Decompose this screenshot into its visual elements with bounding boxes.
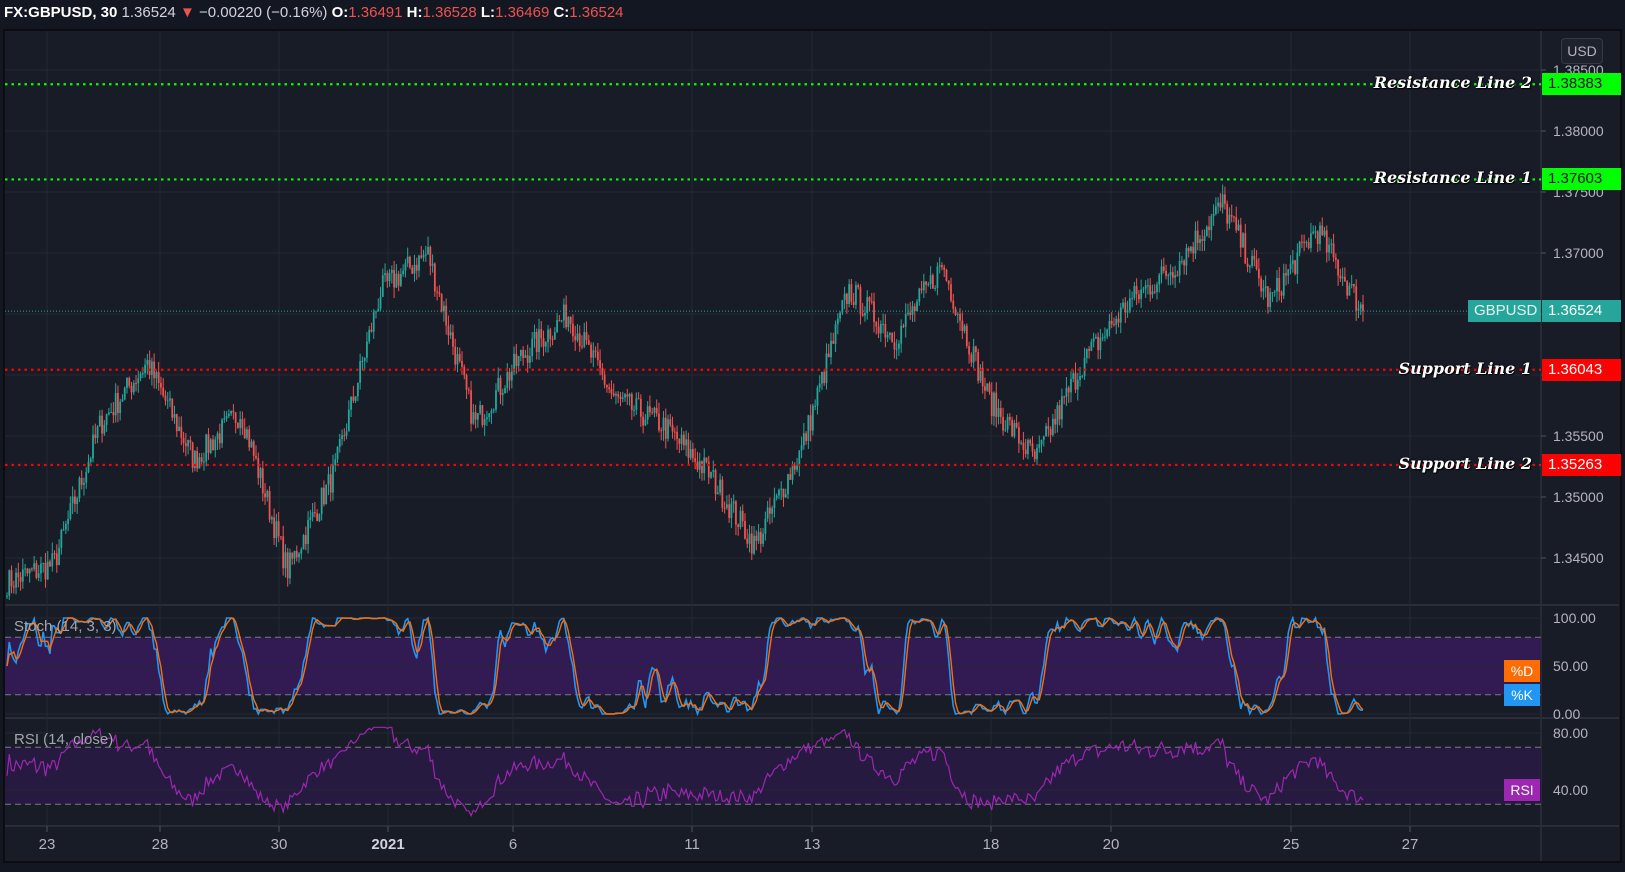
down-arrow-icon: ▼ (179, 4, 195, 21)
time-label: 25 (1282, 836, 1300, 853)
hline-price-tag-3: 1.36043 (1542, 358, 1621, 381)
hline-price-tag-2: 1.37603 (1542, 168, 1621, 191)
hline-label-4[interactable]: Support Line 2 (1398, 453, 1532, 473)
stoch-d-tag: %D (1504, 660, 1540, 682)
svg-text:50.00: 50.00 (1553, 658, 1588, 674)
high-label: H: (406, 4, 423, 21)
time-label: 18 (982, 836, 1000, 853)
time-label: 2021 (371, 836, 405, 853)
current-price-tag: 1.36524 (1542, 300, 1621, 323)
time-label: 20 (1102, 836, 1120, 853)
symbol-legend: FX:GBPUSD, 30 1.36524 ▼ −0.00220 (−0.16%… (4, 3, 624, 25)
hline-label-1[interactable]: Resistance Line 2 (1373, 73, 1532, 93)
time-label: 6 (508, 836, 518, 853)
low-label: L: (480, 4, 496, 21)
close-label: C: (553, 4, 570, 21)
svg-text:100.00: 100.00 (1553, 610, 1596, 626)
high-value: 1.36528 (422, 4, 477, 21)
hline-label-2[interactable]: Resistance Line 1 (1373, 168, 1532, 188)
currency-button[interactable]: USD (1561, 38, 1603, 64)
open-label: O: (331, 4, 349, 21)
svg-text:1.35000: 1.35000 (1553, 489, 1604, 505)
svg-text:1.37000: 1.37000 (1553, 245, 1604, 261)
time-label: 11 (684, 836, 700, 853)
low-value: 1.36469 (495, 4, 550, 21)
stoch-title[interactable]: Stoch (14, 3, 3) (14, 618, 117, 635)
svg-text:1.34500: 1.34500 (1553, 550, 1604, 566)
svg-text:0.00: 0.00 (1553, 706, 1580, 722)
hline-price-tag-4: 1.35263 (1542, 453, 1621, 476)
hline-label-3[interactable]: Support Line 1 (1398, 358, 1532, 378)
time-label: 30 (270, 836, 288, 853)
time-label: 13 (803, 836, 821, 853)
symbol-price-label: GBPUSD (1468, 300, 1541, 323)
symbol-title[interactable]: FX:GBPUSD, 30 (4, 4, 118, 21)
last-price: 1.36524 (121, 4, 176, 21)
close-value: 1.36524 (569, 4, 624, 21)
hline-price-tag-1: 1.38383 (1542, 73, 1621, 96)
rsi-title[interactable]: RSI (14, close) (14, 731, 114, 748)
stoch-k-tag: %K (1504, 684, 1540, 706)
svg-text:40.00: 40.00 (1553, 782, 1588, 798)
time-label: 28 (151, 836, 169, 853)
svg-text:80.00: 80.00 (1553, 725, 1588, 741)
svg-text:1.38000: 1.38000 (1553, 123, 1604, 139)
rsi-tag: RSI (1504, 779, 1540, 801)
svg-text:1.35500: 1.35500 (1553, 428, 1604, 444)
time-label: 27 (1401, 836, 1419, 853)
open-value: 1.36491 (348, 4, 403, 21)
price-change: −0.00220 (−0.16%) (198, 4, 328, 21)
time-label: 23 (38, 836, 56, 853)
